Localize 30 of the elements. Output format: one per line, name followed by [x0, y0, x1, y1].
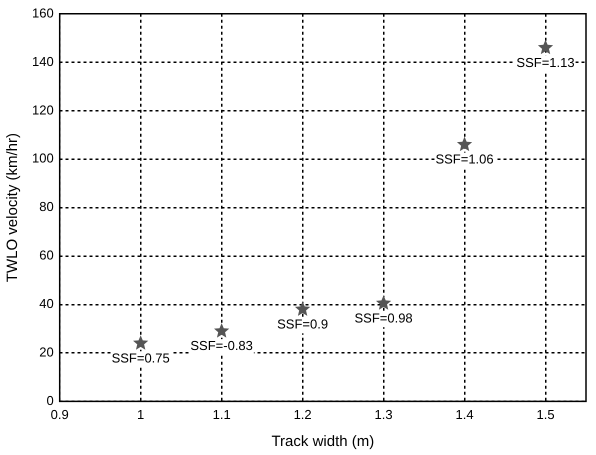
x-tick-label: 1.3 — [374, 406, 393, 422]
y-tick-label: 120 — [32, 102, 54, 118]
point — [456, 136, 472, 152]
y-tick-label: 40 — [39, 296, 54, 312]
x-tick-label: 1.5 — [536, 406, 555, 422]
point — [133, 335, 148, 350]
x-tick-label: 1.1 — [212, 406, 231, 422]
y-axis-title: TWLO velocity (km/hr) — [4, 133, 22, 282]
y-tick-label: 100 — [32, 150, 54, 166]
annotation: SSF=1.06 — [435, 152, 494, 167]
point — [376, 295, 392, 310]
y-tick-label: 60 — [39, 248, 54, 263]
annotation: SSF=0.9 — [277, 316, 328, 332]
point — [538, 40, 554, 54]
y-tick-label: 140 — [32, 54, 54, 69]
annotation: SSF=-0.83 — [190, 338, 253, 354]
x-tick-label: 1.2 — [294, 406, 312, 422]
y-tick-label: 0 — [46, 392, 54, 408]
y-tick-label: 160 — [32, 5, 54, 20]
annotation: SSF=1.13 — [516, 54, 575, 70]
annotation: SSF=0.98 — [354, 310, 413, 326]
point — [294, 301, 310, 316]
annotation: SSF=0.75 — [112, 350, 170, 366]
y-tick-label: 20 — [39, 344, 54, 360]
x-axis-title: Track width (m) — [271, 433, 374, 450]
x-tick-label: 1.4 — [456, 406, 474, 422]
point — [214, 323, 230, 338]
y-tick-label: 80 — [39, 199, 54, 214]
x-tick-label: 1 — [137, 406, 144, 422]
x-tick-label: 0.9 — [50, 406, 69, 422]
